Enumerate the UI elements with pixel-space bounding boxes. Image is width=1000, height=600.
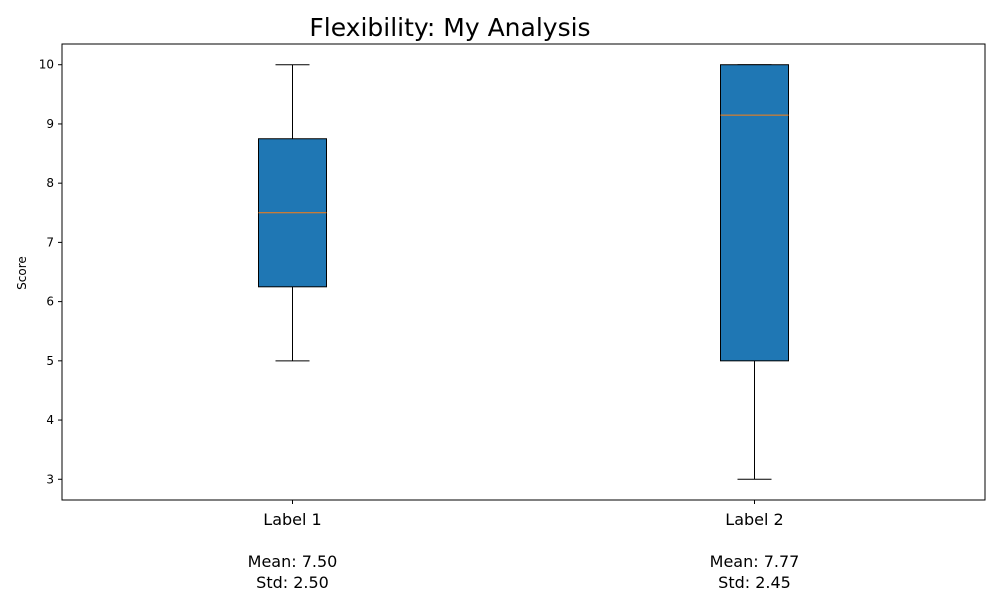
mean-label: Mean: 7.77 — [710, 552, 800, 571]
chart-title: Flexibility: My Analysis — [309, 13, 590, 42]
y-tick-label: 10 — [39, 58, 54, 72]
y-tick-label: 9 — [46, 117, 54, 131]
y-tick-label: 4 — [46, 413, 54, 427]
y-tick-label: 5 — [46, 354, 54, 368]
std-label: Std: 2.45 — [718, 573, 791, 592]
box-iqr — [720, 64, 789, 362]
y-axis-label: Score — [15, 256, 29, 290]
y-tick-label: 3 — [46, 472, 54, 486]
box-group-1: Label 1 Mean: 7.50 Std: 2.50 — [248, 64, 338, 592]
category-label: Label 1 — [263, 510, 321, 529]
std-label: Std: 2.50 — [256, 573, 329, 592]
plot-frame — [61, 43, 986, 501]
category-label: Label 2 — [725, 510, 783, 529]
y-tick-label: 6 — [46, 295, 54, 309]
box-group-2: Label 2 Mean: 7.77 Std: 2.45 — [710, 64, 800, 592]
y-tick-label: 7 — [46, 235, 54, 249]
y-tick-label: 8 — [46, 176, 54, 190]
mean-label: Mean: 7.50 — [248, 552, 338, 571]
